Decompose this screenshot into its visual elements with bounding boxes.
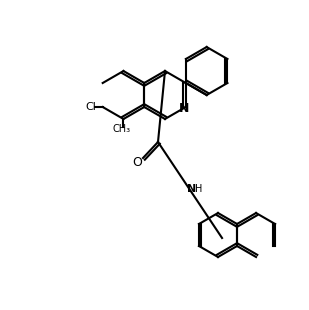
Text: H: H bbox=[195, 184, 202, 194]
Text: CH₃: CH₃ bbox=[112, 124, 130, 134]
Text: N: N bbox=[179, 103, 189, 116]
Text: O: O bbox=[132, 156, 142, 169]
Text: N: N bbox=[187, 184, 196, 194]
Text: Cl: Cl bbox=[85, 102, 96, 112]
